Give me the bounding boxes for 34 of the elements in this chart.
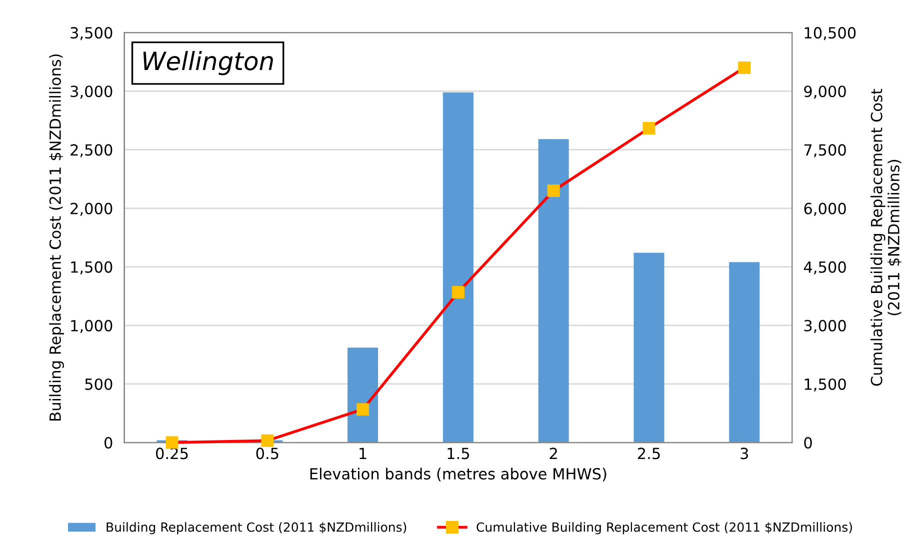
bar — [442, 92, 474, 443]
x-tick-label: 2.5 — [638, 448, 660, 460]
y2-tick-label: 0 — [804, 437, 812, 449]
y2-tick-label: 7,500 — [804, 144, 846, 158]
y-axis-title: Building Replacement Cost (2011 $NZDmillions) — [49, 54, 64, 420]
bar — [634, 252, 664, 443]
x-axis-title: Elevation bands (metres above MHWS) — [310, 468, 606, 482]
legend-label: Building Replacement Cost (2011 $NZDmillions) — [106, 522, 406, 534]
bar — [729, 262, 760, 443]
y-tick-label: 0 — [104, 437, 112, 449]
bar — [538, 139, 569, 443]
y2-tick-label: 6,000 — [804, 202, 846, 216]
legend-label: Cumulative Building Replacement Cost (2011 $NZDmillions) — [476, 522, 852, 534]
y2-tick-label: 9,000 — [804, 86, 846, 99]
y-tick-label: 500 — [85, 378, 112, 390]
x-tick-label: 3 — [740, 448, 748, 460]
y2-tick-label: 10,500 — [804, 27, 856, 40]
x-tick-label: 0.25 — [156, 448, 188, 460]
y2-axis-title: Cumulative Building Replacement Cost (2011 $NZDmillions) — [870, 88, 902, 386]
bar — [348, 348, 378, 443]
x-tick-label: 1 — [360, 448, 366, 460]
x-tick-label: 0.5 — [256, 448, 278, 460]
x-tick-label: 2 — [550, 448, 557, 460]
y-tick-label: 2,500 — [70, 144, 112, 158]
y2-tick-label: 3,000 — [804, 320, 846, 333]
y-tick-label: 3,000 — [70, 86, 112, 99]
y2-tick-label: 4,500 — [804, 261, 846, 274]
text: Wellington — [143, 51, 273, 76]
y2-tick-label: 1,500 — [804, 378, 846, 392]
y-tick-label: 1,500 — [71, 261, 112, 274]
x-tick-label: 1.5 — [448, 448, 470, 460]
y-tick-label: 1,000 — [71, 320, 112, 333]
y-tick-label: 3,500 — [70, 27, 112, 40]
y-tick-label: 2,000 — [70, 202, 112, 216]
